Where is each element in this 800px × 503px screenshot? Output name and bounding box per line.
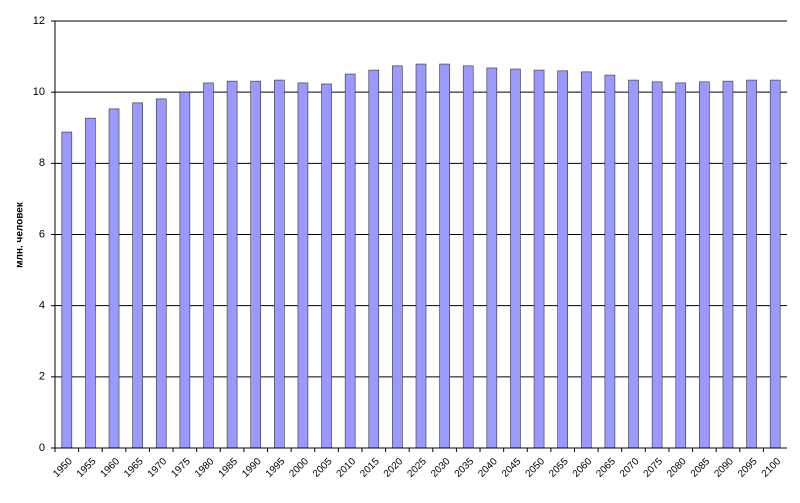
x-tick-label: 2005 (311, 456, 335, 480)
bar (226, 80, 238, 449)
y-tick-label: 10 (33, 86, 45, 98)
bar (557, 70, 568, 449)
bar (392, 65, 403, 449)
bar (274, 79, 285, 449)
bar (415, 63, 427, 449)
bar (203, 82, 214, 449)
x-tick-label: 1995 (264, 456, 288, 480)
y-tick-label: 8 (39, 157, 45, 169)
bar (179, 91, 191, 449)
x-tick-label: 1965 (122, 456, 146, 480)
x-tick-label: 1960 (99, 456, 123, 480)
x-tick-label: 1985 (217, 456, 241, 480)
bar (155, 98, 167, 449)
x-tick-label: 2070 (618, 456, 642, 480)
x-tick-label: 1990 (240, 456, 264, 480)
x-tick-label: 2010 (335, 456, 359, 480)
x-tick-label: 1980 (193, 456, 217, 480)
bar (604, 74, 616, 449)
x-tick-label: 2075 (642, 456, 666, 480)
bar (510, 68, 521, 449)
x-tick-label: 2045 (500, 456, 524, 480)
bar (321, 83, 332, 449)
x-tick-label: 1975 (169, 456, 193, 480)
bar (651, 81, 663, 449)
x-tick-label: 2100 (760, 456, 784, 480)
bar (462, 65, 474, 449)
bar (61, 131, 73, 449)
x-tick-label: 2090 (712, 456, 736, 480)
x-tick-label: 2025 (405, 456, 429, 480)
x-tick-label: 2060 (571, 456, 595, 480)
x-tick-label: 2040 (476, 456, 500, 480)
x-tick-label: 1950 (51, 456, 75, 480)
x-tick-label: 2050 (524, 456, 548, 480)
y-tick-label: 12 (33, 15, 45, 27)
x-tick-label: 2020 (382, 456, 406, 480)
bar (85, 117, 96, 449)
bar (250, 80, 262, 449)
x-tick-label: 2080 (665, 456, 689, 480)
bar (769, 79, 781, 449)
bar (746, 79, 757, 449)
x-tick-label: 1955 (75, 456, 99, 480)
x-tick-label: 2085 (689, 456, 713, 480)
y-tick-label: 6 (39, 228, 45, 240)
bar (533, 69, 545, 449)
x-tick-label: 1970 (146, 456, 170, 480)
y-axis-label: млн. человек (15, 201, 26, 268)
bar (368, 69, 380, 449)
x-tick-label: 2000 (287, 456, 311, 480)
bar (132, 102, 143, 449)
bar (297, 82, 309, 449)
x-tick-label: 2055 (547, 456, 571, 480)
x-tick-label: 2065 (594, 456, 618, 480)
x-tick-label: 2015 (358, 456, 382, 480)
bar (344, 73, 356, 449)
x-tick-label: 2095 (736, 456, 760, 480)
y-tick-label: 0 (39, 442, 45, 454)
bar (108, 108, 120, 449)
bar (722, 80, 734, 449)
y-tick-label: 4 (39, 300, 45, 312)
bar (699, 81, 710, 449)
bar (439, 63, 450, 449)
bar (628, 79, 639, 449)
bar (675, 82, 687, 449)
x-tick-label: 2035 (453, 456, 477, 480)
y-tick-label: 2 (39, 371, 45, 383)
bar (580, 71, 592, 449)
bar (486, 67, 498, 449)
x-tick-label: 2030 (429, 456, 453, 480)
